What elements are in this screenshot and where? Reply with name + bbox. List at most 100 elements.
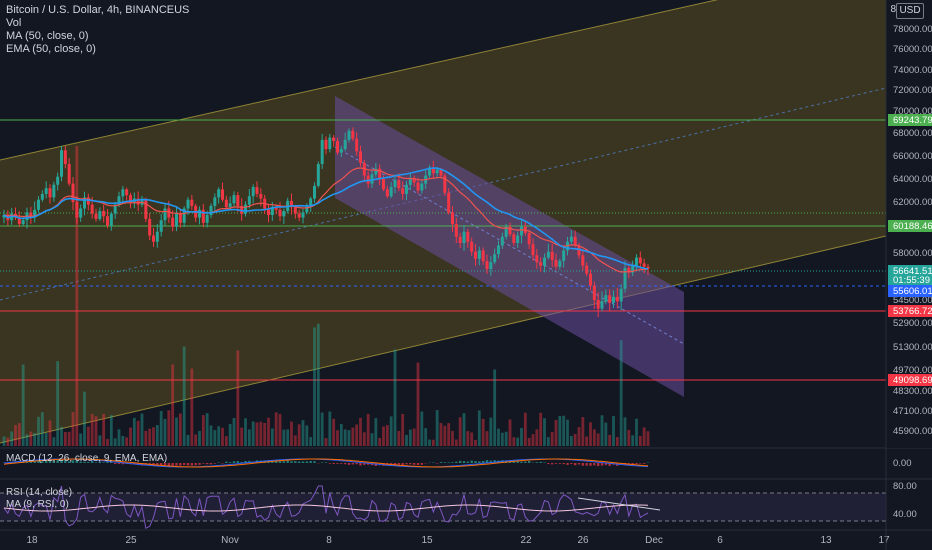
volume-bar — [152, 427, 155, 446]
macd-histogram-bar — [539, 461, 542, 463]
candle-body — [144, 199, 148, 219]
ascending-channel-mid-line — [0, 87, 887, 301]
volume-bar — [240, 427, 244, 446]
volume-bar — [282, 429, 286, 446]
volume-bar — [148, 428, 152, 446]
volume-bar — [612, 415, 615, 446]
macd-histogram-bar — [41, 461, 44, 463]
candle-body — [619, 288, 623, 302]
volume-bar — [155, 425, 159, 446]
volume-bar — [543, 418, 546, 446]
macd-histogram-bar — [313, 461, 316, 463]
candle-body — [608, 295, 612, 303]
currency-button[interactable]: USD — [896, 3, 924, 19]
volume-bar — [516, 437, 520, 446]
macd-histogram-bar — [343, 463, 347, 465]
volume-bar — [435, 410, 439, 446]
candle-body — [109, 213, 113, 226]
volume-bar — [320, 412, 324, 446]
macd-histogram-bar — [481, 461, 485, 463]
volume-bar — [569, 435, 573, 446]
time-axis-label: 22 — [520, 535, 532, 546]
ma-indicator-label[interactable]: MA (50, close, 0) — [6, 30, 89, 42]
volume-bar — [40, 412, 44, 446]
candle-body — [159, 220, 163, 232]
volume-bar — [405, 434, 408, 446]
macd-histogram-bar — [585, 463, 588, 466]
candle-body — [366, 175, 370, 184]
volume-bar — [44, 432, 48, 446]
macd-histogram-bar — [294, 461, 297, 463]
macd-histogram-bar — [466, 461, 470, 463]
volume-bar — [79, 433, 83, 446]
volume-indicator-label[interactable]: Vol — [6, 17, 22, 29]
candle-body — [274, 207, 278, 210]
volume-bar — [297, 424, 301, 446]
macd-histogram-bar — [29, 461, 33, 463]
symbol-title[interactable]: Bitcoin / U.S. Dollar, 4h, BINANCEUS — [6, 4, 190, 16]
volume-bar — [313, 327, 316, 446]
candle-body — [293, 207, 297, 214]
volume-bar — [573, 433, 577, 446]
volume-bar — [512, 437, 516, 446]
candle-body — [205, 215, 209, 223]
candle-body — [393, 180, 397, 188]
volume-bar — [117, 429, 121, 446]
macd-histogram-bar — [240, 462, 243, 463]
price-label-bg — [888, 114, 932, 126]
candle-body — [113, 204, 117, 214]
macd-histogram-bar — [194, 463, 197, 466]
volume-bar — [527, 438, 531, 446]
volume-bar — [401, 413, 405, 446]
volume-bar — [236, 350, 240, 446]
volume-bar — [493, 369, 497, 446]
candle-body — [117, 196, 121, 205]
candle-body — [604, 295, 608, 302]
ema-indicator-label[interactable]: EMA (50, close, 0) — [6, 43, 96, 55]
time-axis-label: 6 — [717, 535, 723, 546]
volume-bar — [500, 432, 504, 446]
volume-bar — [125, 437, 129, 446]
volume-bar — [194, 434, 198, 446]
volume-bar — [439, 423, 443, 446]
candle-body — [370, 174, 374, 184]
volume-bar — [420, 411, 424, 446]
volume-bar — [247, 429, 251, 446]
rsi-indicator-label[interactable]: RSI (14, close) — [6, 487, 73, 498]
candle-body — [136, 198, 140, 205]
candle-body — [305, 205, 309, 213]
candle-body — [267, 208, 270, 215]
candle-body — [171, 217, 175, 227]
macd-histogram-bar — [412, 463, 416, 465]
candle-body — [228, 203, 232, 208]
candle-body — [558, 261, 562, 267]
volume-bar — [370, 433, 374, 446]
macd-histogram-bar — [631, 463, 634, 465]
macd-histogram-bar — [202, 463, 205, 464]
volume-bar — [209, 425, 213, 446]
macd-histogram-bar — [274, 460, 278, 463]
volume-bar — [83, 391, 86, 446]
candle-body — [412, 177, 416, 183]
candle-body — [48, 188, 52, 198]
macd-histogram-bar — [485, 460, 489, 463]
ma-line — [3, 167, 649, 270]
candle-body — [500, 236, 504, 246]
volume-bar — [474, 439, 477, 446]
candle-body — [186, 199, 190, 209]
macd-histogram-bar — [363, 463, 366, 465]
candle-body — [251, 187, 255, 197]
rsi-ma-indicator-label[interactable]: MA (9, RSI, 0) — [6, 499, 69, 510]
candle-body — [167, 208, 171, 218]
ema-line — [3, 167, 648, 273]
macd-histogram-bar — [589, 463, 592, 466]
volume-bar — [428, 439, 431, 446]
macd-histogram-bar — [205, 463, 209, 465]
volume-bar — [336, 430, 339, 446]
candle-body — [428, 167, 431, 176]
price-axis-top-partial: 8 — [890, 4, 896, 15]
macd-indicator-label[interactable]: MACD (12, 26, close, 9, EMA, EMA) — [6, 453, 168, 464]
candle-body — [270, 207, 274, 215]
